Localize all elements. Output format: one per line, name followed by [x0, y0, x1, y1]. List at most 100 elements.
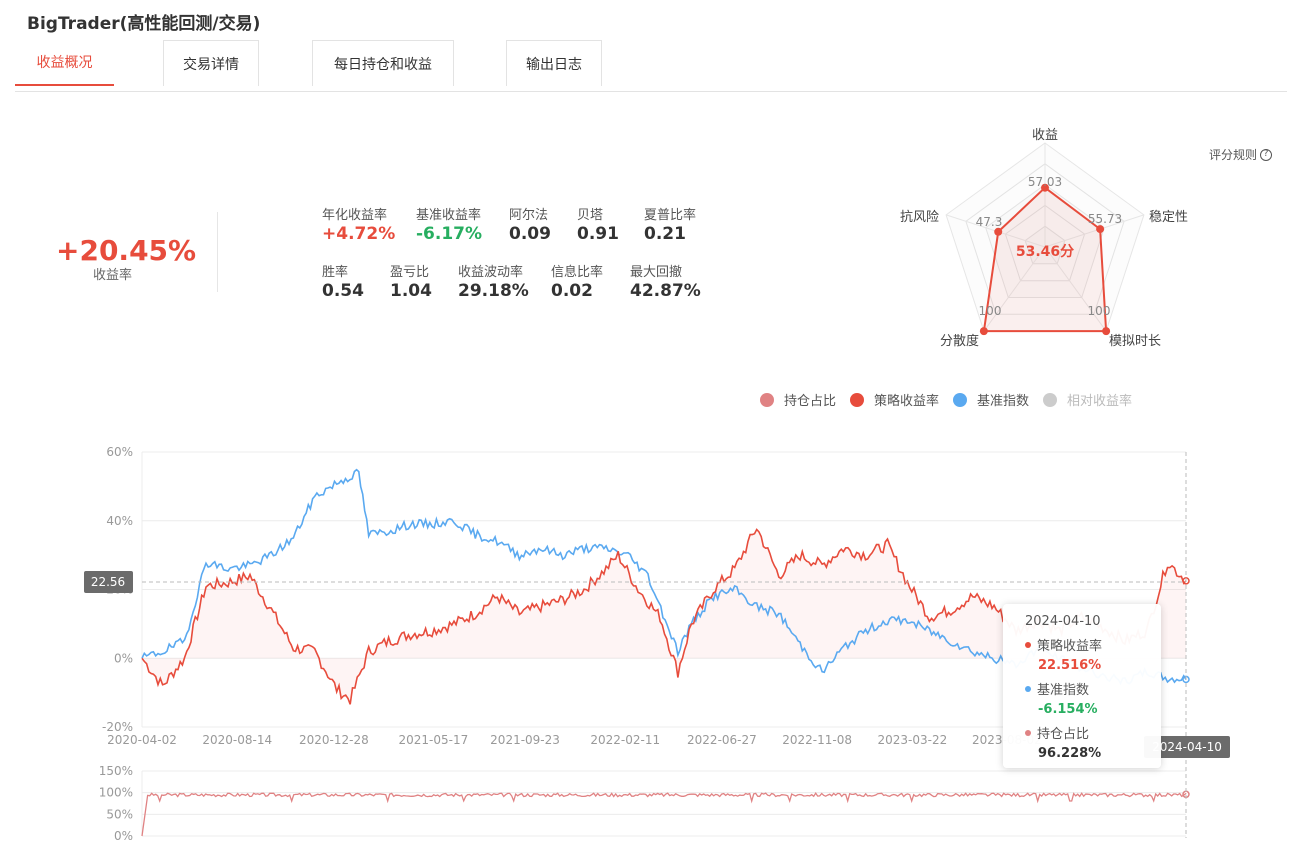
crosshair-y-label: 22.56	[91, 575, 125, 589]
metric-max-drawdown: 最大回撤 42.87%	[630, 261, 701, 301]
x-tick-label: 2021-09-23	[490, 733, 560, 747]
x-tick-label: 2021-05-17	[399, 733, 469, 747]
legend-swatch	[760, 392, 774, 407]
metric-value: 0.02	[551, 281, 593, 301]
main-y-tick-label: 0%	[114, 651, 133, 665]
chart-legend: 持仓占比 策略收益率 基准指数 相对收益率	[760, 390, 1132, 409]
x-tick-label: 2022-02-11	[590, 733, 660, 747]
metric-value: 0.21	[644, 224, 686, 244]
legend-swatch	[850, 392, 865, 407]
metric-label: 年化收益率	[322, 208, 388, 223]
tooltip-swatch	[1025, 729, 1031, 736]
tooltip-row-strategy: 策略收益率	[1025, 635, 1161, 654]
metric-alpha: 阿尔法 0.09	[509, 204, 551, 244]
metric-label: 胜率	[322, 265, 349, 280]
metric-label: 阿尔法	[509, 208, 549, 223]
metric-label: 最大回撤	[630, 265, 683, 280]
tooltip-row-position: 持仓占比	[1025, 723, 1161, 742]
radar-axis-label: 稳定性	[1149, 209, 1188, 225]
tooltip-date: 2024-04-10	[1025, 614, 1101, 629]
legend-label: 基准指数	[977, 394, 1030, 409]
metric-info-ratio: 信息比率 0.02	[551, 261, 603, 301]
radar-value-label: 57.03	[1028, 175, 1062, 189]
legend-label: 策略收益率	[874, 394, 940, 409]
score-rules-link[interactable]: 评分规则 ?	[1209, 146, 1273, 163]
legend-swatch	[1043, 392, 1058, 407]
tab-trade-details[interactable]: 交易详情	[163, 40, 259, 86]
divider	[217, 212, 218, 292]
x-tick-label: 2020-08-14	[202, 733, 272, 747]
radar-grid-ring	[1024, 225, 1066, 265]
legend-item-relative[interactable]: 相对收益率	[1043, 390, 1132, 409]
tooltip-value: 22.516%	[1038, 658, 1102, 673]
tooltip-label: 基准指数	[1037, 683, 1090, 698]
radar-axis-label: 抗风险	[900, 210, 939, 225]
metric-label: 信息比率	[551, 265, 604, 280]
metric-label: 贝塔	[577, 208, 604, 223]
tab-daily-positions[interactable]: 每日持仓和收益	[312, 40, 454, 86]
radar-value-label: 55.73	[1088, 212, 1122, 226]
tooltip-swatch	[1025, 641, 1031, 648]
radar-value-label: 47.3	[976, 215, 1003, 229]
metric-benchmark-return: 基准收益率 -6.17%	[416, 204, 482, 244]
tooltip-value: 96.228%	[1038, 746, 1102, 761]
main-y-tick-label: 60%	[106, 445, 133, 459]
main-y-tick-label: 40%	[106, 514, 133, 528]
x-tick-label: 2022-11-08	[782, 733, 852, 747]
radar-axis-label: 模拟时长	[1109, 334, 1161, 349]
metric-value: 1.04	[390, 281, 432, 301]
radar-point	[994, 227, 1003, 236]
metric-win-rate: 胜率 0.54	[322, 261, 364, 301]
tab-overview[interactable]: 收益概况	[15, 40, 114, 86]
radar-spoke	[1044, 214, 1145, 248]
metric-sharpe: 夏普比率 0.21	[644, 204, 696, 244]
position-grid	[141, 770, 1190, 837]
metric-volatility: 收益波动率 29.18%	[458, 261, 529, 301]
crosshair-x-label: 2024-04-10	[1152, 740, 1222, 754]
metric-value: 42.87%	[630, 281, 701, 301]
radar-point	[1096, 225, 1105, 234]
crosshair-x-badge	[1144, 736, 1230, 758]
score-radar-chart: 收益 稳定性 模拟时长 分散度 抗风险 57.03 55.73 100 100 …	[900, 128, 1188, 349]
x-tick-label: 2023-03-22	[878, 733, 948, 747]
radar-score-area	[982, 186, 1108, 333]
legend-label: 相对收益率	[1067, 394, 1133, 409]
hover-tooltip: 2024-04-10 策略收益率 22.516% 基准指数 -6.154% 持仓…	[1003, 604, 1161, 768]
position-y-tick-label: 50%	[106, 807, 133, 821]
radar-spoke	[983, 246, 1046, 332]
total-return-value: +20.45%	[56, 234, 197, 267]
metric-value: +4.72%	[322, 224, 396, 244]
legend-item-benchmark[interactable]: 基准指数	[953, 390, 1029, 409]
metric-label: 夏普比率	[644, 208, 697, 223]
legend-item-strategy[interactable]: 策略收益率	[850, 390, 939, 409]
legend-swatch	[953, 392, 968, 407]
metric-label: 基准收益率	[416, 208, 482, 223]
tooltip-value: -6.154%	[1038, 702, 1098, 717]
tooltip-label: 策略收益率	[1037, 639, 1103, 654]
tooltip-row-benchmark: 基准指数	[1025, 679, 1161, 698]
app-title: BigTrader(高性能回测/交易)	[27, 14, 261, 34]
radar-point	[1102, 327, 1111, 336]
position-y-tick-label: 100%	[99, 786, 133, 800]
metric-value: 0.91	[577, 224, 619, 244]
tab-bar: 收益概况 交易详情 每日持仓和收益 输出日志	[15, 40, 1287, 92]
x-tick-label: 2020-12-28	[299, 733, 369, 747]
metric-value: 0.54	[322, 281, 364, 301]
metric-value: 29.18%	[458, 281, 529, 301]
radar-point	[1041, 183, 1049, 192]
metric-label: 收益波动率	[458, 265, 524, 280]
x-tick-label: 2022-06-27	[687, 733, 757, 747]
metric-value: -6.17%	[416, 224, 483, 244]
legend-label: 持仓占比	[784, 394, 837, 409]
radar-grid-ring	[965, 163, 1125, 315]
metric-value: 0.09	[509, 224, 551, 244]
tab-output-log[interactable]: 输出日志	[506, 40, 602, 86]
radar-grid-ring	[985, 183, 1105, 298]
crosshair-y-badge	[84, 571, 133, 593]
legend-item-position[interactable]: 持仓占比	[760, 390, 836, 409]
radar-total-score: 53.46分	[1016, 244, 1074, 260]
tooltip-label: 持仓占比	[1037, 727, 1090, 742]
score-rules-label: 评分规则	[1209, 148, 1258, 162]
position-y-tick-label: 150%	[99, 764, 133, 778]
x-tick-label: 2020-04-02	[107, 733, 177, 747]
